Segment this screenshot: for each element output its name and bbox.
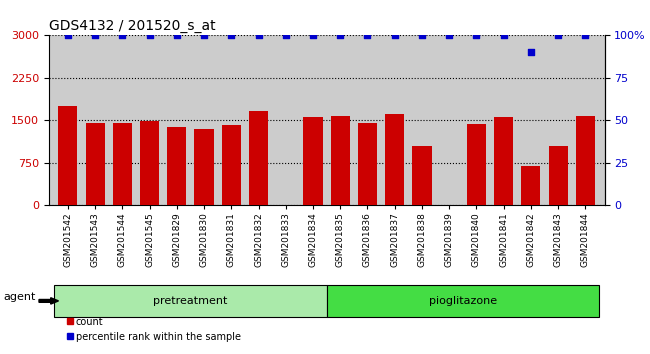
Point <box>308 33 318 38</box>
Text: GDS4132 / 201520_s_at: GDS4132 / 201520_s_at <box>49 19 215 33</box>
Bar <box>222 125 240 205</box>
Point <box>281 33 291 38</box>
Bar <box>576 116 595 205</box>
Point <box>144 33 155 38</box>
Bar <box>54 285 326 317</box>
Text: pretreatment: pretreatment <box>153 296 228 306</box>
Point <box>553 33 564 38</box>
Bar <box>304 117 322 205</box>
Bar <box>112 122 132 205</box>
Bar <box>58 106 77 205</box>
Point <box>471 33 482 38</box>
Bar <box>521 166 541 205</box>
Point <box>90 33 100 38</box>
Point <box>226 33 237 38</box>
Point <box>335 33 345 38</box>
Point <box>199 33 209 38</box>
Bar <box>494 117 514 205</box>
Text: pioglitazone: pioglitazone <box>429 296 497 306</box>
Text: agent: agent <box>3 292 36 302</box>
Bar <box>140 121 159 205</box>
Bar <box>167 127 187 205</box>
Point <box>362 33 372 38</box>
Point <box>526 50 536 55</box>
Point <box>62 33 73 38</box>
Point <box>254 33 264 38</box>
Legend: count, percentile rank within the sample: count, percentile rank within the sample <box>63 313 245 346</box>
Bar <box>549 146 567 205</box>
Bar <box>331 116 350 205</box>
Bar <box>358 122 377 205</box>
Bar <box>413 146 432 205</box>
Bar <box>86 123 105 205</box>
Point <box>172 33 182 38</box>
Bar <box>194 129 214 205</box>
Point <box>499 33 509 38</box>
Point <box>389 33 400 38</box>
Point <box>417 33 427 38</box>
Point <box>580 33 591 38</box>
Point <box>117 33 127 38</box>
Bar <box>385 114 404 205</box>
Bar <box>249 111 268 205</box>
Bar <box>326 285 599 317</box>
Point <box>444 33 454 38</box>
Bar <box>467 124 486 205</box>
